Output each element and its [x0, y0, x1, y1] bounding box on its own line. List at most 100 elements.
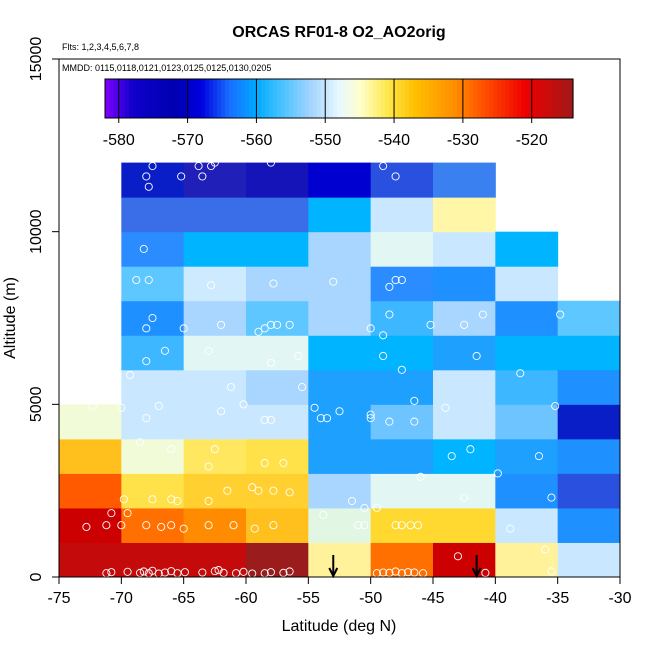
sample-point — [204, 462, 213, 471]
colorbar-strip — [217, 79, 222, 118]
plot-frame — [58, 58, 621, 578]
heatmap-cell — [433, 266, 496, 302]
colorbar-strip — [413, 79, 418, 118]
colorbar-strip — [473, 79, 478, 118]
heatmap-cell — [433, 369, 496, 405]
heatmap-cell — [370, 335, 434, 371]
colorbar-strip — [105, 79, 110, 118]
colorbar-strip — [369, 79, 374, 118]
colorbar-strip — [533, 79, 538, 118]
colorbar-strip — [489, 79, 494, 118]
sample-point — [385, 568, 394, 577]
colorbar-strip — [253, 79, 258, 118]
colorbar: -580 -570 -560 -550 -540 -530 -520 — [103, 78, 574, 149]
heatmap-cell — [121, 162, 185, 198]
colorbar-strip — [309, 79, 314, 118]
heatmap-cell — [495, 335, 559, 371]
x-tick-label: -60 — [234, 590, 257, 607]
heatmap-cell — [246, 438, 309, 474]
heatmap-cell — [308, 197, 372, 233]
sample-point — [269, 521, 278, 530]
colorbar-strip — [349, 79, 354, 118]
heatmap-cell — [308, 335, 372, 371]
heatmap-cell — [183, 404, 247, 440]
heatmap-cell — [433, 162, 496, 198]
colorbar-strip — [333, 79, 338, 118]
sample-point — [82, 522, 91, 531]
colorbar-strip — [233, 79, 238, 118]
sample-point — [366, 414, 375, 423]
sample-point — [148, 495, 157, 504]
colorbar-strip — [305, 79, 310, 118]
colorbar-strip — [245, 79, 250, 118]
heatmap-cell — [495, 300, 559, 336]
sample-point — [266, 568, 275, 577]
heatmap-cell — [308, 473, 372, 509]
x-tick-label: -40 — [484, 590, 507, 607]
x-tick-label: -55 — [297, 590, 320, 607]
x-tick-label: -50 — [359, 590, 382, 607]
colorbar-strip — [241, 79, 246, 118]
sample-point — [148, 313, 157, 323]
heatmap-cell — [495, 231, 559, 267]
sample-point — [285, 320, 294, 329]
colorbar-strip — [393, 79, 398, 118]
colorbar-strip — [213, 79, 218, 118]
sample-point — [260, 415, 269, 424]
sample-point — [135, 438, 145, 447]
heatmap-cell — [370, 542, 434, 578]
sample-point — [223, 486, 232, 495]
sample-point — [123, 509, 132, 518]
y-tick-label: 0 — [28, 572, 45, 581]
sample-point — [416, 472, 425, 481]
colorbar-strip — [201, 79, 206, 118]
arrow-head — [471, 567, 482, 579]
y-axis: 0 5000 10000 15000 — [28, 37, 59, 581]
sample-point — [254, 486, 263, 495]
heatmap-cell — [121, 266, 185, 302]
colorbar-strip — [257, 79, 262, 118]
heatmap-cell — [495, 438, 559, 474]
x-tick-label: -30 — [608, 590, 631, 607]
sample-point — [142, 521, 151, 530]
heatmap-cell — [433, 473, 496, 509]
colorbar-strip — [569, 79, 574, 118]
colorbar-frame — [104, 78, 574, 119]
sample-point — [410, 417, 419, 426]
sample-point — [379, 162, 388, 171]
colorbar-strip — [561, 79, 566, 118]
sample-point — [217, 320, 226, 329]
colorbar-strip — [337, 79, 342, 118]
colorbar-tick-label: -530 — [447, 132, 479, 149]
heatmap-cell — [308, 542, 372, 578]
colorbar-strip — [113, 79, 118, 118]
heatmap-cell — [121, 438, 185, 474]
colorbar-strip — [313, 79, 318, 118]
heatmap-cell — [433, 438, 496, 474]
colorbar-strip — [153, 79, 158, 118]
heatmap-cell — [433, 231, 496, 267]
sample-point — [273, 320, 282, 329]
colorbar-strip — [109, 79, 114, 118]
colorbar-strip — [405, 79, 410, 118]
sample-point — [123, 567, 132, 576]
sample-point — [379, 568, 388, 577]
sample-point — [179, 524, 188, 533]
sample-point — [413, 521, 423, 530]
heatmap-cell — [183, 335, 247, 371]
sample-point — [144, 182, 153, 191]
colorbar-strip — [289, 79, 294, 118]
sample-point — [410, 396, 419, 405]
heatmap-cell — [246, 197, 309, 233]
sample-point — [551, 402, 560, 411]
heatmap-cell — [557, 507, 621, 543]
heatmap-cell — [121, 369, 185, 405]
colorbar-strip — [297, 79, 302, 118]
heatmap-cell — [308, 404, 372, 440]
sample-point — [260, 324, 269, 333]
sample-point — [142, 357, 151, 366]
sample-point — [379, 351, 388, 361]
dates-note: MMDD: 0115,0118,0121,0123,0125,0125,0130… — [62, 63, 271, 73]
sample-point — [322, 414, 332, 423]
